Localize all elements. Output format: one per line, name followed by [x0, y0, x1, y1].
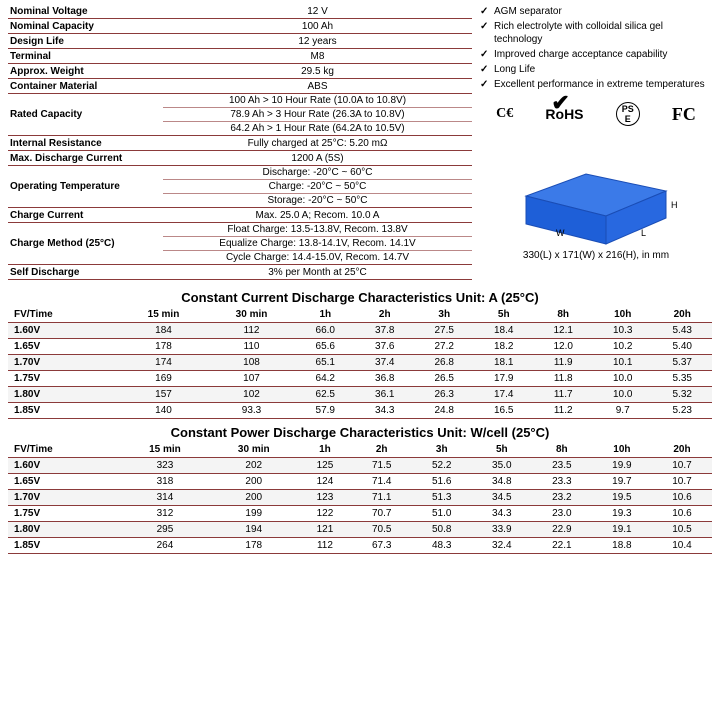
charge-method-values: Float Charge: 13.5-13.8V, Recom. 13.8VEq… — [163, 223, 472, 264]
spec-value: 12 years — [163, 35, 472, 48]
svg-text:H: H — [671, 200, 678, 210]
rated-capacity-values: 100 Ah > 10 Hour Rate (10.0A to 10.8V)78… — [163, 94, 472, 135]
table-row: 1.60V32320212571.552.235.023.519.910.7 — [8, 458, 712, 474]
op-temp-label: Operating Temperature — [8, 180, 163, 193]
table-row: 1.60V18411266.037.827.518.412.110.35.43 — [8, 323, 712, 339]
internal-res-value: Fully charged at 25°C: 5.20 mΩ — [163, 137, 472, 150]
spec-label: Nominal Capacity — [8, 20, 163, 33]
table1-title: Constant Current Discharge Characteristi… — [0, 284, 720, 307]
spec-table: Nominal Voltage12 VNominal Capacity100 A… — [8, 4, 472, 280]
current-discharge-table: FV/Time15 min30 min1h2h3h5h8h10h20h1.60V… — [8, 307, 712, 419]
table-row: 1.85V26417811267.348.332.422.118.810.4 — [8, 538, 712, 554]
charge-method-label: Charge Method (25°C) — [8, 237, 163, 250]
cert-fc: FC — [672, 104, 696, 125]
op-temp-values: Discharge: -20°C ~ 60°CCharge: -20°C ~ 5… — [163, 166, 472, 207]
table-row: 1.80V29519412170.550.833.922.919.110.5 — [8, 522, 712, 538]
self-discharge-label: Self Discharge — [8, 266, 163, 279]
table-row: 1.85V14093.357.934.324.816.511.29.75.23 — [8, 403, 712, 419]
table-row: 1.65V31820012471.451.634.823.319.710.7 — [8, 474, 712, 490]
spec-value: M8 — [163, 50, 472, 63]
max-discharge-label: Max. Discharge Current — [8, 152, 163, 165]
max-discharge-value: 1200 A (5S) — [163, 152, 472, 165]
internal-res-label: Internal Resistance — [8, 137, 163, 150]
table-row: 1.80V15710262.536.126.317.411.710.05.32 — [8, 387, 712, 403]
cert-pse: PSE — [616, 102, 640, 126]
feature-item: Excellent performance in extreme tempera… — [480, 77, 712, 92]
charge-current-label: Charge Current — [8, 209, 163, 222]
self-discharge-value: 3% per Month at 25°C — [163, 266, 472, 279]
spec-value: ABS — [163, 80, 472, 93]
table-row: 1.65V17811065.637.627.218.212.010.25.40 — [8, 339, 712, 355]
spec-value: 12 V — [163, 5, 472, 18]
svg-text:L: L — [641, 228, 646, 238]
charge-current-value: Max. 25.0 A; Recom. 10.0 A — [163, 209, 472, 222]
cert-ce: C€ — [496, 106, 513, 122]
table-row: 1.75V31219912270.751.034.323.019.310.6 — [8, 506, 712, 522]
spec-label: Nominal Voltage — [8, 5, 163, 18]
dimension-diagram: W L H 330(L) x 171(W) x 216(H), in mm — [480, 136, 712, 261]
spec-label: Terminal — [8, 50, 163, 63]
dimension-text: 330(L) x 171(W) x 216(H), in mm — [480, 250, 712, 261]
table2-title: Constant Power Discharge Characteristics… — [0, 419, 720, 442]
spec-value: 29.5 kg — [163, 65, 472, 78]
feature-list: AGM separatorRich electrolyte with collo… — [480, 4, 712, 92]
spec-label: Container Material — [8, 80, 163, 93]
table-row: 1.75V16910764.236.826.517.911.810.05.35 — [8, 371, 712, 387]
table-row: 1.70V31420012371.151.334.523.219.510.6 — [8, 490, 712, 506]
cert-rohs: ✔RoHS — [545, 106, 583, 122]
rated-capacity-label: Rated Capacity — [8, 108, 163, 121]
feature-item: Long Life — [480, 62, 712, 77]
feature-item: Improved charge acceptance capability — [480, 47, 712, 62]
spec-label: Design Life — [8, 35, 163, 48]
table-row: 1.70V17410865.137.426.818.111.910.15.37 — [8, 355, 712, 371]
spec-label: Approx. Weight — [8, 65, 163, 78]
feature-item: Rich electrolyte with colloidal silica g… — [480, 19, 712, 47]
feature-item: AGM separator — [480, 4, 712, 19]
cert-row: C€ ✔RoHS PSE FC — [480, 96, 712, 132]
power-discharge-table: FV/Time15 min30 min1h2h3h5h8h10h20h1.60V… — [8, 442, 712, 554]
svg-text:W: W — [556, 228, 565, 238]
spec-value: 100 Ah — [163, 20, 472, 33]
